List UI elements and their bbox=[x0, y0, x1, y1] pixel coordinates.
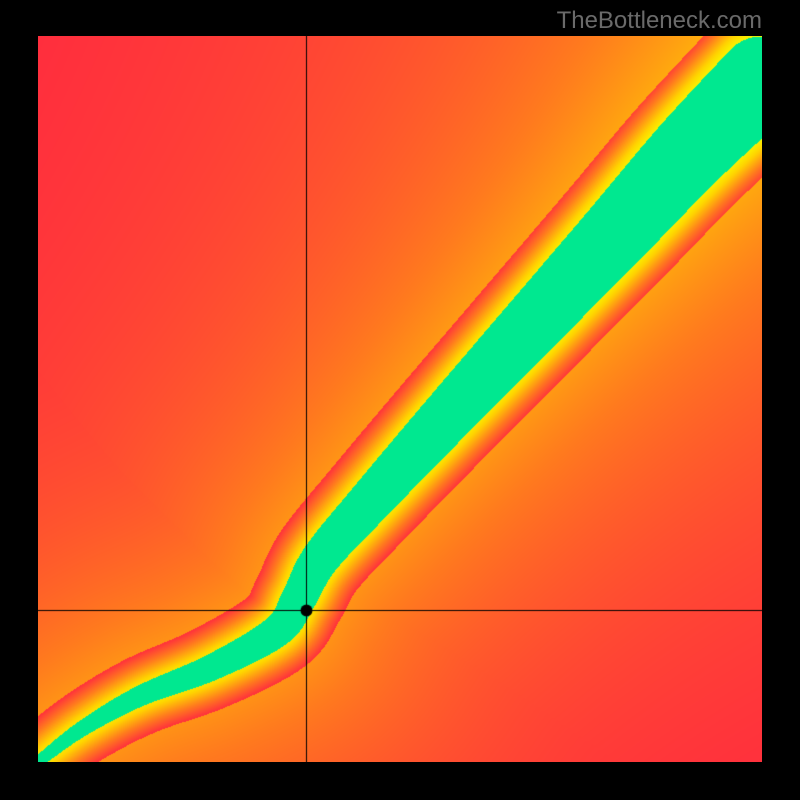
watermark-text: TheBottleneck.com bbox=[557, 7, 762, 35]
crosshair-overlay bbox=[38, 36, 762, 762]
chart-container: { "type": "heatmap", "canvas": { "width"… bbox=[0, 0, 800, 800]
